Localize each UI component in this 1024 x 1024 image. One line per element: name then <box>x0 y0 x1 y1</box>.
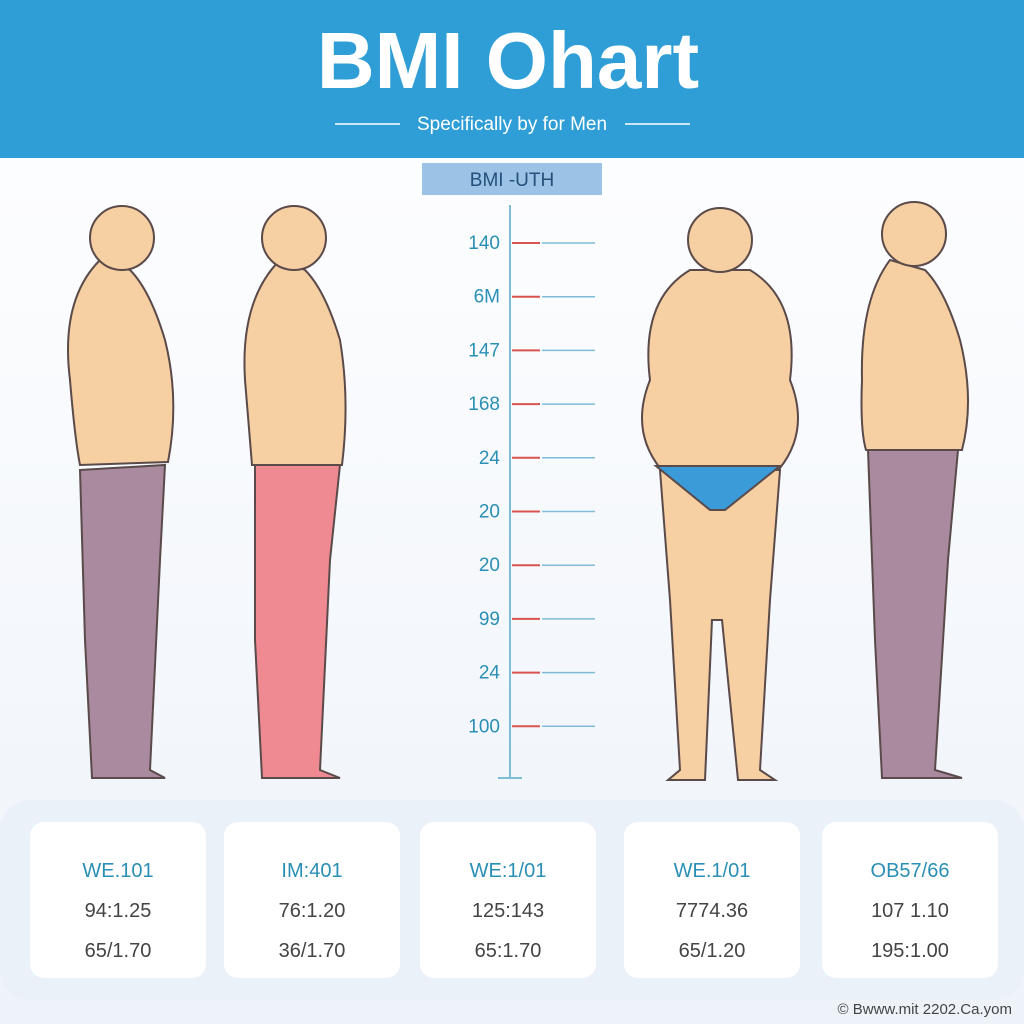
scale-tick-label: 147 <box>468 340 500 361</box>
card-line: WE.1/01 <box>674 860 751 882</box>
card-line: 76:1.20 <box>279 900 346 922</box>
card-line: IM:401 <box>281 860 342 882</box>
card-line: 65/1.20 <box>679 940 746 962</box>
scale-tick-label: 99 <box>479 609 500 630</box>
card <box>224 822 400 978</box>
card-line: 36/1.70 <box>279 940 346 962</box>
card-line: 107 1.10 <box>871 900 949 922</box>
title: BMI Ohart <box>317 16 699 105</box>
ticks: 140 6M 147 168 24 20 20 99 24 100 <box>468 233 595 737</box>
figure-side-2 <box>243 205 347 779</box>
card-line: 125:143 <box>472 900 544 922</box>
card-line: OB57/66 <box>871 860 950 882</box>
figure-side-3 <box>860 201 970 779</box>
cards: WE.101 94:1.25 65/1.70 IM:401 76:1.20 36/1.70… <box>30 822 998 978</box>
scale-label: BMI -UTH <box>470 170 554 191</box>
scale-tick-label: 100 <box>468 716 500 737</box>
card <box>822 822 998 978</box>
footer: © Bwww.mit 2202.Ca.yom <box>838 1001 1012 1018</box>
card-line: WE:1/01 <box>470 860 547 882</box>
card-line: 65/1.70 <box>85 940 152 962</box>
scale-tick-label: 168 <box>468 394 500 415</box>
scale-tick-label: 20 <box>479 502 500 523</box>
scale-tick-label: 20 <box>479 555 500 576</box>
header-band <box>0 0 1024 158</box>
scale-tick-label: 24 <box>479 663 501 684</box>
card-line: 65:1.70 <box>475 940 542 962</box>
scale-tick-label: 140 <box>468 233 500 254</box>
card-line: 7774.36 <box>676 900 748 922</box>
card <box>30 822 206 978</box>
card-line: WE.101 <box>82 860 153 882</box>
card-line: 195:1.00 <box>871 940 949 962</box>
figure-side-1 <box>67 205 175 779</box>
figure-front <box>641 207 799 781</box>
card <box>624 822 800 978</box>
card <box>420 822 596 978</box>
subtitle: Specifically by for Men <box>417 114 607 135</box>
card-line: 94:1.25 <box>85 900 152 922</box>
scale-label-box <box>422 163 602 195</box>
scale-tick-label: 24 <box>479 448 501 469</box>
scale-tick-label: 6M <box>474 287 500 308</box>
